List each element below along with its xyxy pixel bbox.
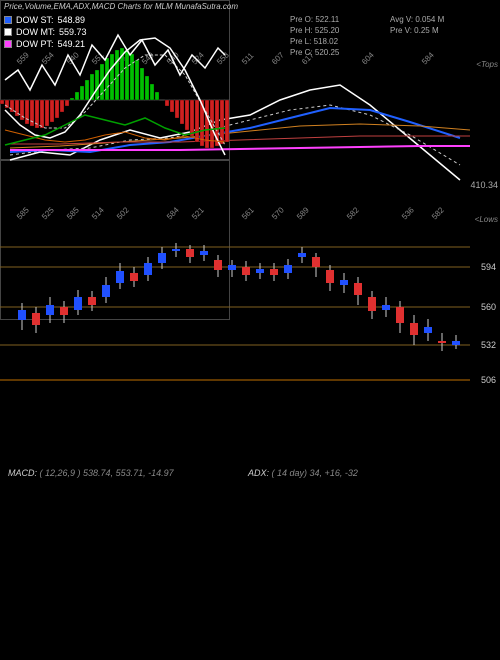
avg-vol: Avg V: 0.054 M: [390, 14, 444, 25]
adx-params: ( 14 day) 34, +16, -32: [272, 468, 358, 478]
macd-params: ( 12,26,9 ) 538.74, 553.71, -14.97: [40, 468, 174, 478]
adx-title: ADX: ( 14 day) 34, +16, -32: [248, 468, 358, 478]
candle-chart: 594 560 532 506: [0, 215, 500, 405]
pre-open: Pre O: 522.11: [290, 14, 339, 25]
candle-panel: 594560532506 <Lows 585525585514502584521…: [0, 215, 500, 405]
macd-title: MACD: ( 12,26,9 ) 538.74, 553.71, -14.97: [8, 468, 174, 478]
macd-label: MACD:: [8, 468, 37, 478]
adx-chart: [0, 0, 230, 160]
top-last-value: 410.34: [470, 180, 498, 190]
top-axis-title: <Tops: [476, 60, 498, 69]
ohlc-stats: Pre O: 522.11 Pre H: 525.20 Pre L: 518.0…: [290, 14, 339, 58]
adx-label: ADX:: [248, 468, 269, 478]
pre-low: Pre L: 518.02: [290, 36, 339, 47]
svg-text:532: 532: [481, 340, 496, 350]
pre-vol: Pre V: 0.25 M: [390, 25, 444, 36]
svg-text:560: 560: [481, 302, 496, 312]
mid-axis-title: <Lows: [475, 215, 498, 224]
svg-text:506: 506: [481, 375, 496, 385]
svg-text:594: 594: [481, 262, 496, 272]
pre-high: Pre H: 525.20: [290, 25, 339, 36]
volume-stats: Avg V: 0.054 M Pre V: 0.25 M: [390, 14, 444, 36]
